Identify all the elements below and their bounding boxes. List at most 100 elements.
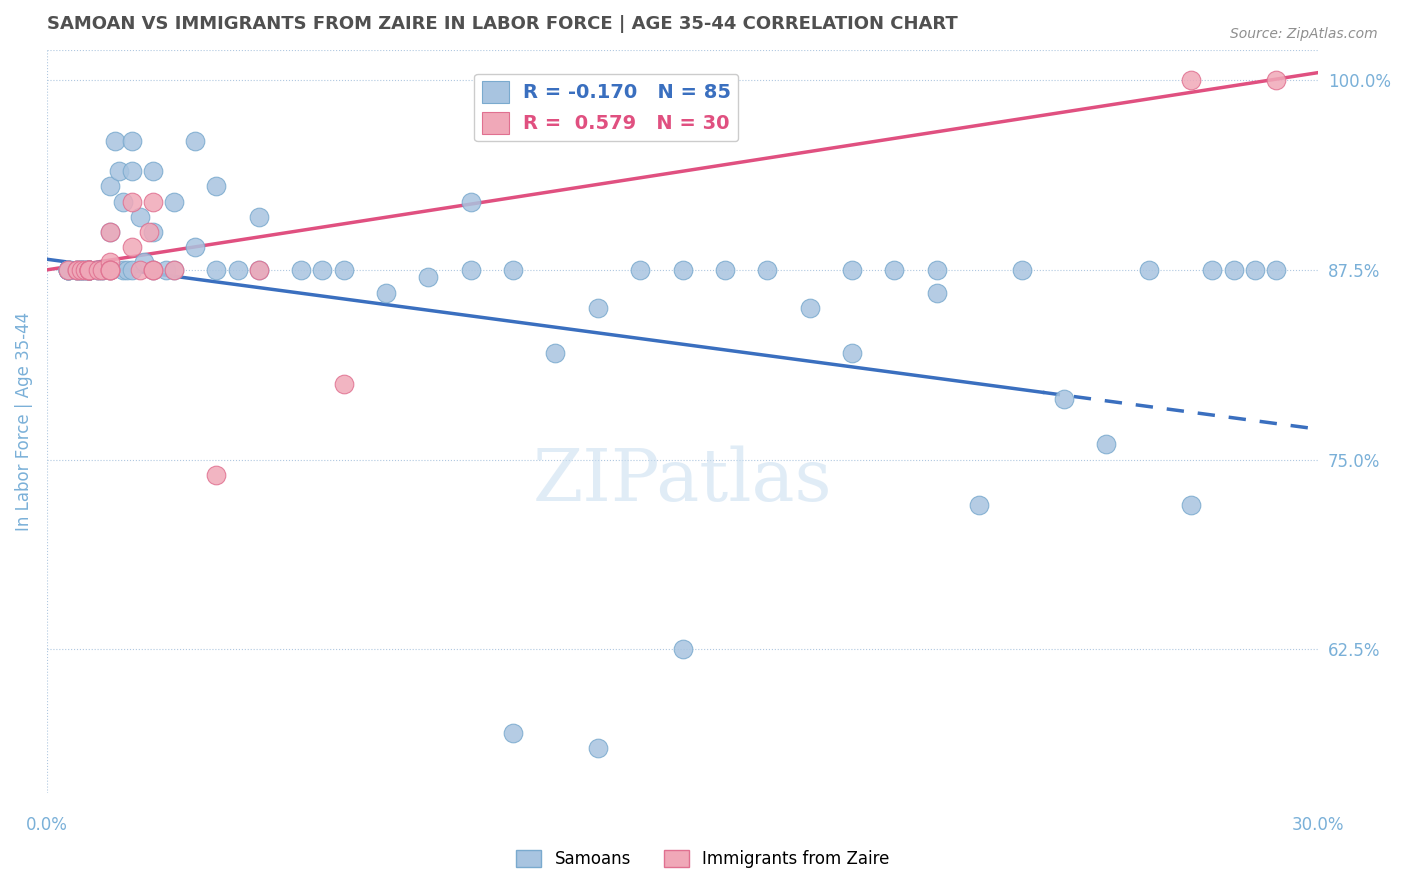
Point (121, 164, 143, 178)
Point (77, 263, 100, 277)
Point (138, 225, 160, 239)
Point (100, 263, 122, 277)
Point (925, 285, 948, 300)
Point (502, 725, 524, 739)
Point (87, 263, 110, 277)
Text: Source: ZipAtlas.com: Source: ZipAtlas.com (1230, 27, 1378, 41)
Point (714, 263, 737, 277)
Point (100, 225, 122, 239)
Point (142, 263, 165, 277)
Point (77, 263, 100, 277)
Point (77, 263, 100, 277)
Point (121, 194, 143, 209)
Point (756, 263, 779, 277)
Point (247, 263, 270, 277)
Point (586, 740, 609, 755)
Point (1011, 263, 1033, 277)
Point (73, 263, 96, 277)
Point (91, 263, 114, 277)
Point (142, 263, 165, 277)
Point (205, 179, 228, 194)
Point (91, 263, 114, 277)
Point (65, 263, 87, 277)
Point (56, 263, 79, 277)
Point (841, 263, 863, 277)
Point (247, 210, 270, 224)
Point (205, 467, 228, 482)
Point (56, 263, 79, 277)
Point (129, 210, 152, 224)
Point (142, 225, 165, 239)
Point (77, 263, 100, 277)
Point (586, 301, 609, 315)
Point (112, 263, 135, 277)
Point (1243, 263, 1265, 277)
Point (184, 240, 207, 254)
Point (142, 194, 165, 209)
Point (77, 263, 100, 277)
Point (1222, 263, 1244, 277)
Point (77, 263, 100, 277)
Point (56, 263, 79, 277)
Point (1053, 392, 1076, 406)
Point (87, 263, 110, 277)
Point (69, 263, 91, 277)
Point (121, 240, 143, 254)
Point (56, 263, 79, 277)
Point (91, 263, 114, 277)
Point (65, 263, 87, 277)
Point (1137, 263, 1160, 277)
Legend: R = -0.170   N = 85, R =  0.579   N = 30: R = -0.170 N = 85, R = 0.579 N = 30 (474, 74, 738, 141)
Point (104, 134, 127, 148)
Point (332, 263, 354, 277)
Point (100, 263, 122, 277)
Point (65, 263, 87, 277)
Point (142, 263, 165, 277)
Point (56, 263, 79, 277)
Point (100, 179, 122, 194)
Point (73, 263, 96, 277)
Point (69, 263, 91, 277)
Point (73, 263, 96, 277)
Point (142, 164, 165, 178)
Point (73, 263, 96, 277)
Point (226, 263, 249, 277)
Point (117, 263, 139, 277)
Point (1180, 73, 1202, 87)
Point (65, 263, 87, 277)
Point (163, 194, 186, 209)
Point (1095, 437, 1118, 451)
Point (77, 263, 100, 277)
Point (925, 263, 948, 277)
Point (163, 263, 186, 277)
Point (460, 194, 482, 209)
Text: 30.0%: 30.0% (1292, 816, 1344, 834)
Point (1201, 263, 1223, 277)
Point (205, 263, 228, 277)
Point (69, 263, 91, 277)
Point (129, 263, 152, 277)
Point (121, 134, 143, 148)
Point (65, 263, 87, 277)
Point (311, 263, 333, 277)
Point (56, 263, 79, 277)
Point (100, 255, 122, 269)
Point (77, 263, 100, 277)
Point (332, 376, 354, 391)
Point (671, 642, 693, 657)
Point (460, 263, 482, 277)
Point (1264, 73, 1286, 87)
Point (671, 263, 693, 277)
Point (628, 263, 651, 277)
Point (108, 164, 131, 178)
Point (290, 263, 312, 277)
Point (77, 263, 100, 277)
Legend: Samoans, Immigrants from Zaire: Samoans, Immigrants from Zaire (509, 843, 897, 875)
Point (502, 263, 524, 277)
Point (841, 346, 863, 360)
Point (418, 270, 440, 285)
Text: SAMOAN VS IMMIGRANTS FROM ZAIRE IN LABOR FORCE | AGE 35-44 CORRELATION CHART: SAMOAN VS IMMIGRANTS FROM ZAIRE IN LABOR… (46, 15, 957, 33)
Point (967, 498, 990, 512)
Point (87, 263, 110, 277)
Point (69, 263, 91, 277)
